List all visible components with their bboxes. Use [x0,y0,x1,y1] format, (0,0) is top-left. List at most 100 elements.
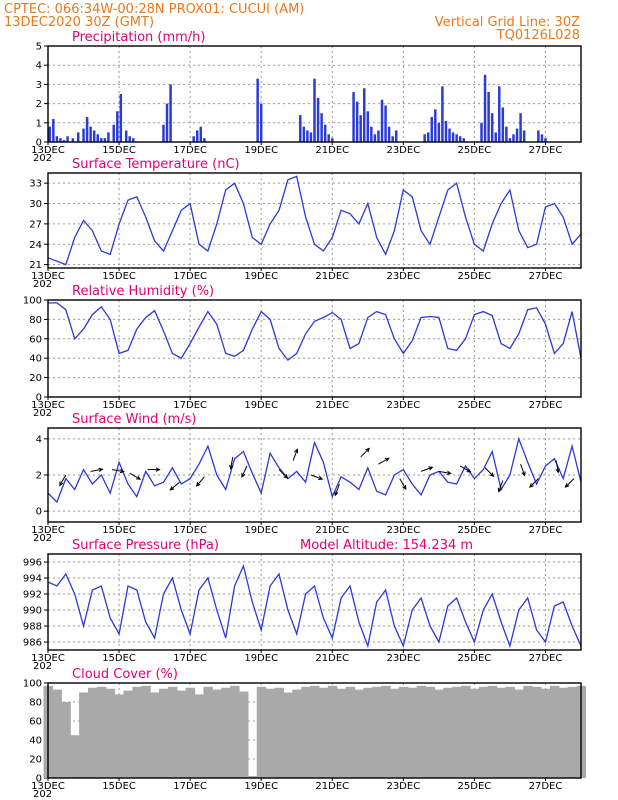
cloud-cover-bar [132,686,142,778]
wind-arrow [529,478,539,488]
cloud-cover-bar [238,691,249,778]
precip-bar [316,97,320,142]
wind-arrow-head [564,483,570,488]
wind-ytick-label: 4 [36,434,42,445]
wind-arrow [484,467,494,477]
cloud-panel: 0 20 40 60 80 100 13DEC 15DEC 17DEC 19DEC 21DEC 23D… [23,667,587,800]
precip-bar [103,138,107,142]
cloud-cover-bar [194,694,205,778]
precip-bar [71,138,75,142]
cloud-cover-bar [452,686,462,778]
wind-xtick-label: 21DEC [315,525,349,536]
wind-arrow-head [555,468,560,474]
wind-arrow-head [136,475,142,480]
wind-arrow-head [466,468,472,473]
precip-bar [434,109,437,142]
temp-title: Surface Temperature (nC) [72,157,240,172]
wind-arrow [520,463,526,476]
precip-ytick-label: 1 [36,118,42,129]
humidity-xtick-label: 19DEC [244,400,278,411]
precip-bar [426,132,430,142]
precip-bar [259,103,263,142]
precip-bar [462,138,465,142]
cloud-ytick-label: 80 [29,698,42,709]
precip-bar [162,124,165,142]
precip-bar [169,84,172,142]
cloud-cover-bar [514,689,524,778]
wind-arrow [565,478,575,488]
humidity-title: Relative Humidity (%) [72,284,214,299]
wind-arrow-head [229,464,234,470]
cloud-cover-bar [567,686,578,778]
cloud-cover-bar [61,702,71,778]
humidity-xtick-label: 27DEC [529,400,563,411]
precip-bar [384,105,387,142]
cloud-cover-bar [496,687,507,778]
wind-arrow-head [529,483,534,488]
wind-frame [47,427,582,523]
precip-bar [100,138,103,142]
wind-arrow-head [521,471,526,477]
precip-bar [76,132,80,142]
precip-bar [195,130,199,142]
panels: 0 1 2 3 4 5 13DEC 15DEC 17DEC 19DEC 21DEC 23DEC 25DE… [23,30,587,800]
cloud-cover-bar [221,687,231,778]
cloud-xtick-label: 25DEC [458,781,492,792]
cloud-xtick-label: 27DEC [529,781,563,792]
precip-bar [387,126,391,142]
wind-arrow [360,448,370,458]
precip-bar [62,140,66,142]
pressure-annotation: Model Altitude: 154.234 m [300,538,473,553]
precip-ytick-label: 3 [36,80,42,91]
pressure-panel: 986 988 990 992 994 996 13DEC 15DEC 17DEC 19DEC 21… [23,538,582,672]
cloud-cover-bar [407,687,418,778]
precip-bar [119,94,123,142]
precip-xtick-label: 19DEC [244,145,278,156]
cloud-cover-bar [87,687,98,778]
temp-ytick-label: 27 [29,219,42,230]
temp-ytick-label: 30 [29,199,42,210]
cloud-cover-bar [532,686,542,778]
pressure-ytick-label: 992 [23,590,42,601]
wind-arrow [555,460,559,473]
wind-xtick-label: 17DEC [173,525,207,536]
wind-arrow-head [195,481,201,487]
cloud-cover-bar [230,685,240,778]
cloud-cover-bar [398,686,409,778]
cloud-xtick-label: 13DEC [31,781,65,792]
cloud-year-stub: 202 [33,789,52,800]
cloud-cover-bar [256,686,267,778]
cloud-frame [47,682,582,779]
precip-bar [323,124,327,142]
precip-bar [192,136,195,142]
precip-bar [451,132,455,142]
pressure-xtick-label: 25DEC [458,653,492,664]
wind-xtick-label: 25DEC [458,525,492,536]
pressure-xtick-label: 23DEC [386,653,420,664]
cloud-cover-bar [274,687,285,778]
temp-xtick-label: 21DEC [315,271,349,282]
precip-bar [455,134,458,142]
precip-bar [128,136,131,142]
precip-bar [313,78,316,142]
precip-bar [92,130,96,142]
cloud-cover-bar [549,685,560,778]
cloud-cover-bar [505,686,515,778]
precip-bar [199,126,203,142]
precip-bar [501,107,505,142]
precip-title: Precipitation (mm/h) [72,30,205,45]
humidity-ytick-label: 40 [29,354,42,365]
cloud-cover-bar [541,688,551,778]
wind-ytick-label: 0 [36,507,42,518]
precip-bar [165,103,169,142]
wind-arrow-head [169,486,175,491]
precip-bar [498,86,501,142]
precip-panel: 0 1 2 3 4 5 13DEC 15DEC 17DEC 19DEC 21DEC 23DEC 25DE… [31,30,582,164]
precip-bar [124,130,128,142]
pressure-series-line [47,563,582,649]
precip-bar [302,126,306,142]
wind-xtick-label: 13DEC [31,525,65,536]
precip-bar [391,136,394,142]
humidity-xtick-label: 15DEC [102,400,136,411]
precip-bar [132,138,135,142]
